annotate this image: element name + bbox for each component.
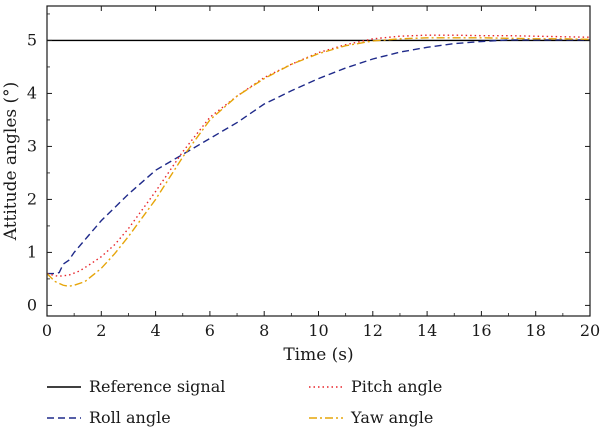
series-line-roll-angle bbox=[47, 39, 590, 275]
x-tick-label: 16 bbox=[471, 321, 491, 340]
legend: Reference signal Roll angle Pitch angle Yaw… bbox=[47, 377, 442, 427]
series-line-pitch-angle bbox=[47, 34, 590, 277]
x-tick-label: 8 bbox=[259, 321, 269, 340]
x-tick-label: 20 bbox=[580, 321, 600, 340]
x-tick-label: 4 bbox=[151, 321, 161, 340]
y-tick-label: 4 bbox=[27, 83, 37, 102]
plot-area bbox=[47, 34, 590, 288]
legend-label-pitch-angle: Pitch angle bbox=[351, 377, 442, 396]
x-tick-label: 0 bbox=[42, 321, 52, 340]
legend-label-yaw-angle: Yaw angle bbox=[350, 408, 433, 427]
plot-frame bbox=[46, 5, 591, 317]
x-tick-label: 18 bbox=[526, 321, 546, 340]
series-line-yaw-angle bbox=[47, 37, 590, 288]
x-tick-label: 2 bbox=[96, 321, 106, 340]
y-tick-label: 2 bbox=[27, 189, 37, 208]
y-axis-label: Attitude angles (°) bbox=[1, 82, 21, 242]
legend-label-roll-angle: Roll angle bbox=[89, 408, 171, 427]
y-tick-label: 3 bbox=[27, 136, 37, 155]
x-tick-label: 10 bbox=[308, 321, 328, 340]
y-tick-label: 1 bbox=[27, 242, 37, 261]
x-axis-label: Time (s) bbox=[283, 345, 353, 365]
legend-label-reference-signal: Reference signal bbox=[89, 377, 225, 396]
y-tick-label: 0 bbox=[27, 295, 37, 314]
x-tick-label: 12 bbox=[363, 321, 383, 340]
x-tick-label: 14 bbox=[417, 321, 437, 340]
y-tick-label: 5 bbox=[27, 30, 37, 49]
x-tick-label: 6 bbox=[205, 321, 215, 340]
